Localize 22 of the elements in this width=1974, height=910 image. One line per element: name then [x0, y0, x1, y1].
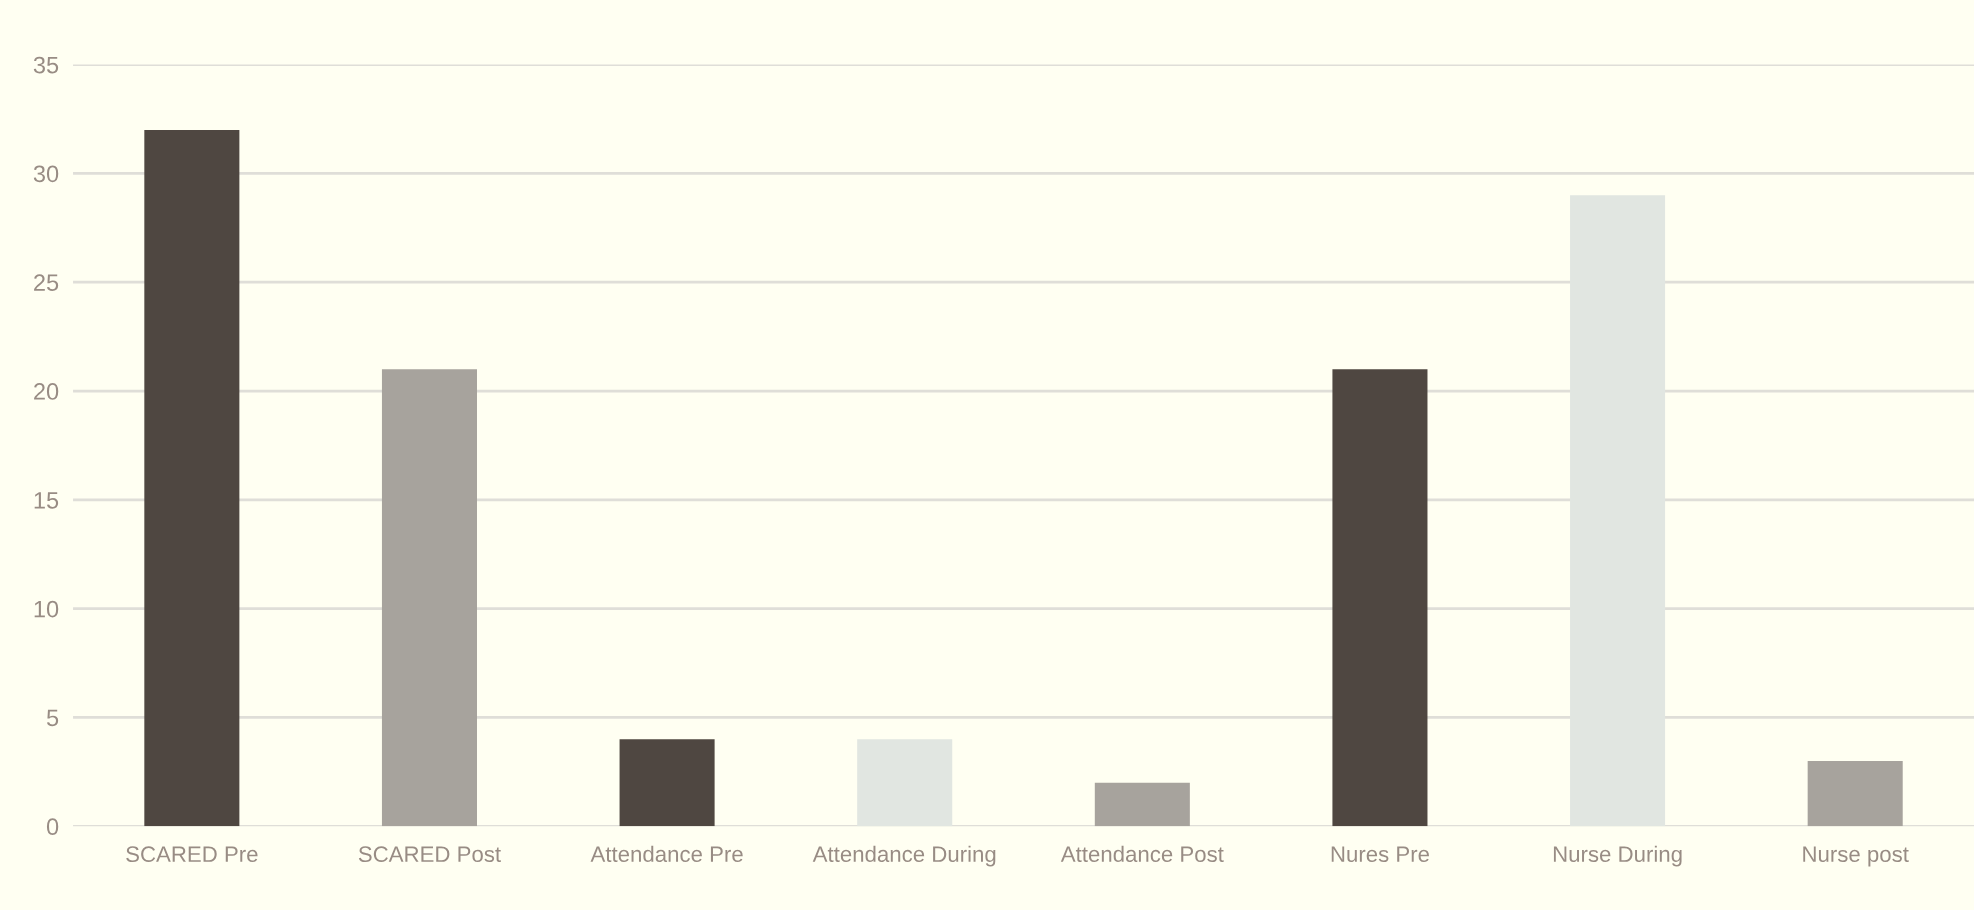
y-tick-label: 5 — [46, 709, 59, 727]
x-tick-label: Nurse During — [1553, 845, 1682, 867]
y-tick-label: 10 — [34, 600, 59, 618]
x-tick-label: SCARED Post — [358, 846, 501, 863]
bar — [1807, 760, 1903, 827]
x-tick-label: Attendance Pre — [590, 845, 743, 863]
y-tick-label: 20 — [34, 383, 59, 400]
bar — [381, 369, 477, 827]
y-tick-label: 35 — [33, 56, 59, 74]
y-tick-label: 25 — [34, 274, 59, 292]
x-tick-label: SCARED Pre — [126, 846, 258, 863]
y-tick-label: 0 — [46, 818, 59, 836]
bar — [619, 739, 715, 827]
bar — [1332, 369, 1428, 827]
x-tick-label: Nurse post — [1803, 846, 1909, 867]
x-tick-label: Attendance During — [812, 845, 996, 867]
x-tick-label: Attendance Post — [1060, 845, 1224, 863]
y-tick-label: 30 — [33, 165, 59, 183]
x-tick-label: Nures Pre — [1331, 846, 1429, 863]
bar — [144, 129, 240, 827]
bar — [1094, 782, 1190, 827]
y-tick-label: 15 — [34, 492, 59, 509]
